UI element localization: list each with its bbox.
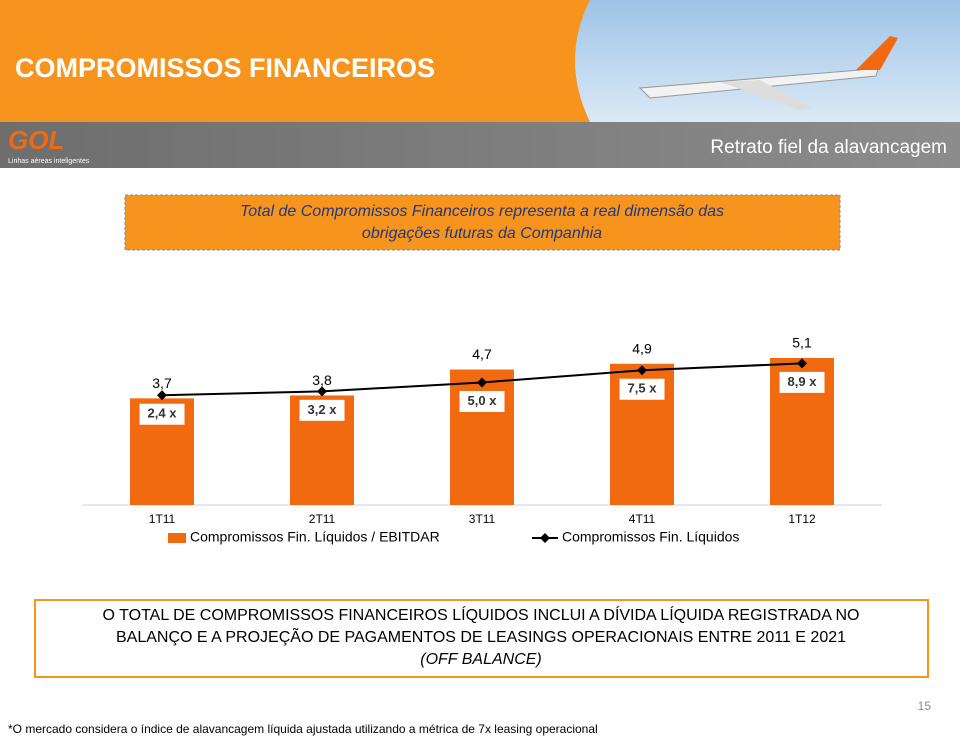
logo-tagline: Linhas aéreas inteligentes: [8, 158, 90, 165]
x-tick-label: 3T11: [469, 512, 496, 526]
label-box: [138, 402, 186, 426]
line-marker: [157, 390, 167, 401]
line-value-label: 7,5 x: [628, 381, 658, 396]
x-tick-label: 1T12: [788, 512, 816, 526]
subtitle-band: [0, 122, 960, 168]
line-value-label: 5,0 x: [468, 393, 498, 408]
legend-label: Compromissos Fin. Líquidos / EBITDAR: [190, 529, 440, 545]
callout-text: Total de Compromissos Financeiros repres…: [240, 203, 724, 220]
bar-value-label: 3,8: [312, 372, 332, 388]
bar-value-label: 5,1: [792, 335, 812, 351]
note-box: [34, 599, 929, 678]
bar-value-label: 4,9: [632, 340, 652, 356]
photo-area: [575, 0, 960, 122]
label-box: [618, 377, 666, 401]
note-text: O TOTAL DE COMPROMISSOS FINANCEIROS LÍQU…: [103, 605, 860, 624]
line-value-label: 3,2 x: [308, 402, 338, 417]
bar: [450, 369, 514, 505]
x-tick-label: 1T11: [149, 512, 176, 526]
legend-label: Compromissos Fin. Líquidos: [562, 529, 739, 545]
label-box: [458, 390, 506, 413]
line-marker: [317, 386, 327, 397]
title: COMPROMISSOS FINANCEIROS: [15, 53, 435, 83]
line-marker: [637, 365, 647, 376]
subtitle: Retrato fiel da alavancagem: [710, 137, 947, 158]
line-marker: [477, 377, 487, 388]
note-text: (OFF BALANCE): [420, 651, 542, 668]
line-value-label: 8,9 x: [788, 374, 818, 389]
label-box: [778, 370, 826, 394]
x-tick-label: 4T11: [629, 512, 656, 526]
note-text: BALANÇO E A PROJEÇÃO DE PAGAMENTOS DE LE…: [116, 626, 846, 646]
callout-box: [124, 194, 841, 251]
bar-value-label: 3,7: [152, 375, 172, 391]
legend-marker: [540, 533, 550, 543]
chart: 1T11 2T11 3T11 4T11 1T12 3,7 3,8 4,7 4,9 5,1 2,4 x…: [82, 335, 882, 545]
line-marker: [797, 358, 807, 369]
x-tick-label: 2T11: [309, 512, 336, 526]
legend-swatch: [168, 533, 186, 543]
line-value-label: 2,4 x: [148, 406, 178, 421]
label-box: [298, 398, 346, 422]
callout-text: obrigações futuras da Companhia: [362, 225, 602, 242]
footnote: *O mercado considera o índice de alavanc…: [8, 722, 598, 736]
logo: GOL: [8, 125, 64, 155]
page-number: 15: [918, 699, 932, 713]
airplane: [638, 36, 898, 110]
bar-value-label: 4,7: [472, 346, 492, 362]
